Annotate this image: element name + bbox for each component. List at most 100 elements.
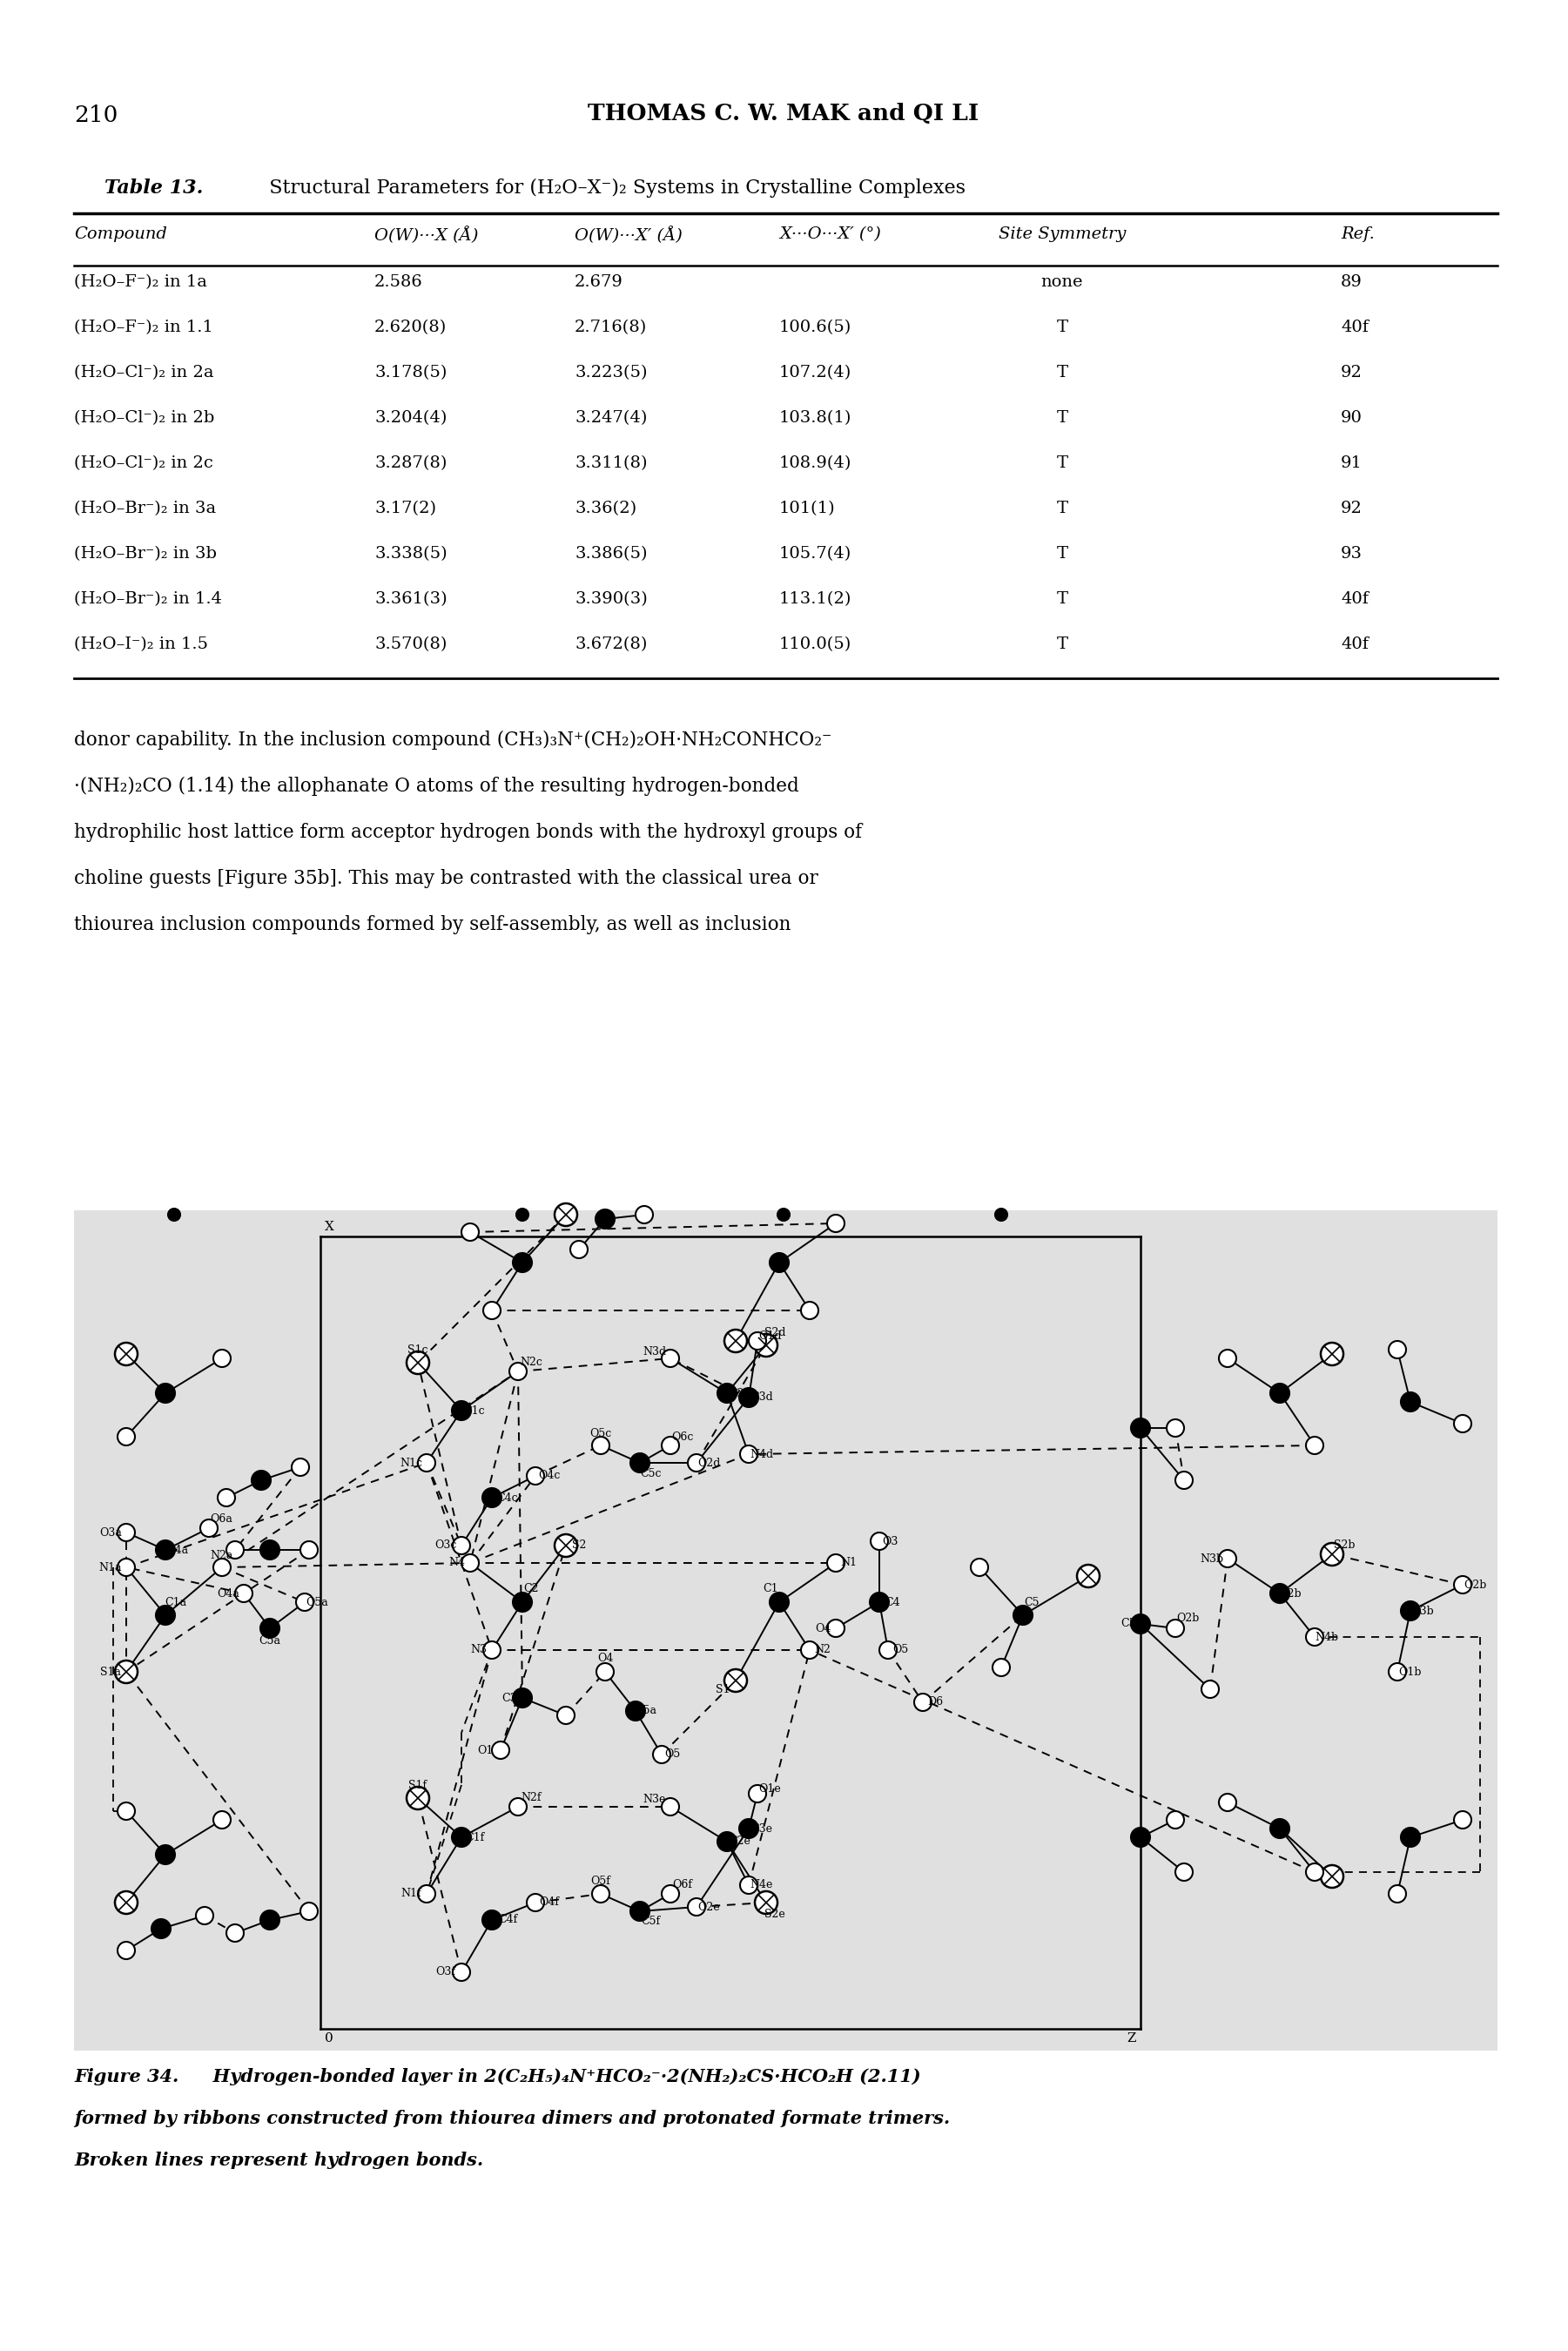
Circle shape: [118, 1942, 135, 1958]
Circle shape: [754, 1333, 778, 1357]
Circle shape: [527, 1467, 544, 1483]
Text: 3.287(8): 3.287(8): [375, 456, 447, 470]
Circle shape: [213, 1349, 230, 1366]
Text: Z: Z: [1127, 2031, 1137, 2045]
Text: formed by ribbons constructed from thiourea dimers and protonated formate trimer: formed by ribbons constructed from thiou…: [74, 2109, 950, 2128]
Text: C5: C5: [1024, 1596, 1040, 1608]
Text: Hydrogen-bonded layer in 2(C₂H₅)₄N⁺HCO₂⁻·2(NH₂)₂CS·HCO₂H (2.11): Hydrogen-bonded layer in 2(C₂H₅)₄N⁺HCO₂⁻…: [201, 2069, 920, 2085]
Text: THOMAS C. W. MAK and QI LI: THOMAS C. W. MAK and QI LI: [588, 103, 978, 125]
Circle shape: [718, 1831, 737, 1850]
Circle shape: [114, 1890, 138, 1914]
Circle shape: [452, 1401, 470, 1420]
Text: 108.9(4): 108.9(4): [779, 456, 851, 470]
Text: 2.586: 2.586: [375, 275, 423, 289]
Circle shape: [513, 1253, 532, 1272]
Text: T: T: [1057, 409, 1068, 426]
Text: O5: O5: [665, 1749, 681, 1761]
Text: N3b: N3b: [1200, 1554, 1223, 1563]
Circle shape: [406, 1352, 430, 1373]
Circle shape: [213, 1559, 230, 1575]
Text: C1a: C1a: [165, 1596, 187, 1608]
Circle shape: [740, 1446, 757, 1462]
Text: C5a: C5a: [635, 1704, 657, 1716]
Circle shape: [513, 1688, 532, 1707]
Circle shape: [419, 1886, 436, 1902]
Circle shape: [218, 1488, 235, 1507]
Text: T: T: [1057, 590, 1068, 607]
Circle shape: [996, 1208, 1007, 1220]
Circle shape: [235, 1585, 252, 1601]
Circle shape: [301, 1542, 318, 1559]
Text: C3: C3: [502, 1693, 517, 1704]
Circle shape: [114, 1342, 138, 1366]
Circle shape: [251, 1472, 271, 1491]
Text: 2.716(8): 2.716(8): [574, 320, 648, 336]
Text: 3.204(4): 3.204(4): [375, 409, 447, 426]
Circle shape: [596, 1662, 613, 1681]
Circle shape: [461, 1554, 478, 1573]
Text: C1c: C1c: [464, 1406, 485, 1415]
Text: 3.178(5): 3.178(5): [375, 364, 447, 381]
Text: O2b: O2b: [1176, 1613, 1200, 1625]
Text: S2d: S2d: [764, 1328, 786, 1338]
Circle shape: [718, 1385, 737, 1404]
Text: ·(NH₂)₂CO (1.14) the allophanate O atoms of the resulting hydrogen-bonded: ·(NH₂)₂CO (1.14) the allophanate O atoms…: [74, 776, 800, 797]
Text: Site Symmetry: Site Symmetry: [999, 226, 1126, 242]
Text: 210: 210: [74, 103, 118, 127]
Circle shape: [801, 1302, 818, 1319]
Text: none: none: [1041, 275, 1083, 289]
Circle shape: [1320, 1864, 1344, 1888]
Circle shape: [593, 1436, 610, 1455]
Text: N3d: N3d: [643, 1345, 666, 1357]
Text: 0: 0: [325, 2031, 334, 2045]
Text: O2b: O2b: [1463, 1580, 1486, 1589]
Circle shape: [778, 1208, 790, 1220]
Text: X: X: [325, 1220, 334, 1232]
Circle shape: [419, 1455, 436, 1472]
Text: O4a: O4a: [216, 1587, 240, 1599]
Text: O2e: O2e: [698, 1902, 720, 1914]
Circle shape: [750, 1333, 767, 1349]
Circle shape: [155, 1606, 176, 1625]
Circle shape: [201, 1519, 218, 1538]
Circle shape: [406, 1787, 430, 1810]
Circle shape: [870, 1592, 889, 1613]
Circle shape: [688, 1455, 706, 1472]
Circle shape: [1320, 1342, 1344, 1366]
Text: (H₂O–Cl⁻)₂ in 2b: (H₂O–Cl⁻)₂ in 2b: [74, 409, 215, 426]
Circle shape: [1077, 1566, 1099, 1587]
Text: S1f: S1f: [409, 1780, 426, 1791]
Text: O1d: O1d: [757, 1331, 781, 1342]
Text: C5a: C5a: [259, 1634, 281, 1646]
Circle shape: [770, 1253, 789, 1272]
Circle shape: [226, 1542, 243, 1559]
Circle shape: [1218, 1349, 1236, 1366]
Circle shape: [662, 1799, 679, 1815]
Text: 92: 92: [1341, 364, 1363, 381]
Text: 3.223(5): 3.223(5): [574, 364, 648, 381]
Circle shape: [118, 1523, 135, 1542]
Text: 3.247(4): 3.247(4): [574, 409, 648, 426]
Text: C4: C4: [884, 1596, 900, 1608]
Circle shape: [260, 1911, 279, 1930]
Text: Table 13.: Table 13.: [105, 179, 204, 197]
Text: C5: C5: [1121, 1617, 1135, 1629]
Text: S1: S1: [715, 1683, 729, 1695]
Circle shape: [118, 1427, 135, 1446]
Circle shape: [1270, 1585, 1289, 1603]
Circle shape: [510, 1799, 527, 1815]
Circle shape: [292, 1458, 309, 1476]
Circle shape: [571, 1241, 588, 1258]
Circle shape: [1176, 1864, 1193, 1881]
Circle shape: [213, 1810, 230, 1829]
Circle shape: [555, 1535, 577, 1556]
Text: (H₂O–F⁻)₂ in 1a: (H₂O–F⁻)₂ in 1a: [74, 275, 207, 289]
Text: O2d: O2d: [698, 1458, 720, 1469]
Text: N4e: N4e: [751, 1878, 773, 1890]
Circle shape: [662, 1886, 679, 1902]
Text: C2e: C2e: [729, 1836, 751, 1848]
Circle shape: [1201, 1681, 1218, 1697]
Circle shape: [510, 1364, 527, 1380]
Text: 90: 90: [1341, 409, 1363, 426]
Circle shape: [555, 1204, 577, 1225]
